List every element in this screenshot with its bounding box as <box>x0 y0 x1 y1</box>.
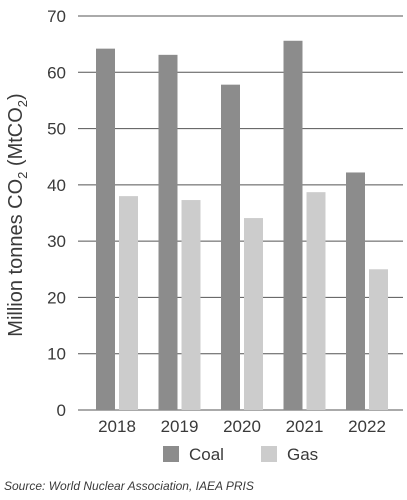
x-tick-label: 2021 <box>286 417 324 436</box>
y-tick-label: 60 <box>47 63 66 82</box>
y-tick-label: 70 <box>47 7 66 26</box>
y-tick-label: 50 <box>47 120 66 139</box>
legend-swatch-gas <box>261 446 277 462</box>
y-tick-label: 30 <box>47 232 66 251</box>
bar-gas-2020 <box>244 218 263 410</box>
y-tick-label: 10 <box>47 345 66 364</box>
legend: Coal Gas <box>163 445 318 464</box>
y-axis-label: Million tonnes CO2 (MtCO2) <box>5 93 30 336</box>
bar-coal-2021 <box>283 40 303 410</box>
legend-label-gas: Gas <box>287 445 318 464</box>
x-axis-ticks: 2018 2019 2020 2021 2022 <box>98 417 386 436</box>
bar-coal-2018 <box>96 48 115 410</box>
legend-swatch-coal <box>163 446 179 462</box>
x-tick-label: 2022 <box>348 417 386 436</box>
bar-gas-2021 <box>306 192 326 410</box>
x-tick-label: 2018 <box>98 417 136 436</box>
y-axis-ticks: 0 10 20 30 40 50 60 70 <box>47 7 66 420</box>
bar-coal-2022 <box>346 172 365 410</box>
bars <box>96 40 388 410</box>
y-tick-label: 20 <box>47 288 66 307</box>
bar-coal-2019 <box>158 54 178 410</box>
source-note: Source: World Nuclear Association, IAEA … <box>4 479 254 493</box>
bar-coal-2020 <box>221 84 240 410</box>
y-tick-label: 0 <box>57 401 66 420</box>
bar-gas-2018 <box>119 196 138 410</box>
y-tick-label: 40 <box>47 176 66 195</box>
x-tick-label: 2019 <box>161 417 199 436</box>
bar-gas-2019 <box>181 200 201 410</box>
legend-label-coal: Coal <box>189 445 224 464</box>
bar-gas-2022 <box>369 269 388 410</box>
x-tick-label: 2020 <box>223 417 261 436</box>
